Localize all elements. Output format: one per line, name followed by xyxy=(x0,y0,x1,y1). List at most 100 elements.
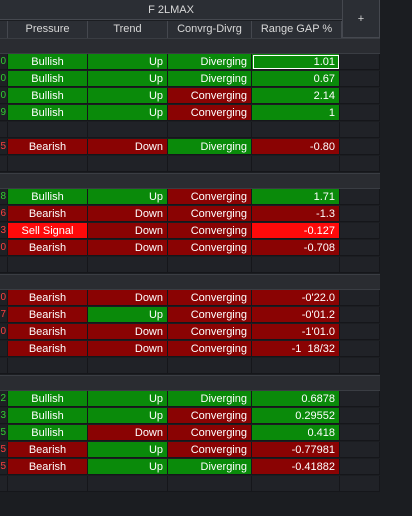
gap-cell[interactable]: 1.71 xyxy=(252,189,340,205)
header-range-gap[interactable]: Range GAP % xyxy=(252,21,342,38)
blank-row[interactable] xyxy=(0,156,380,172)
convrg-cell[interactable]: Converging xyxy=(168,189,252,205)
trend-cell[interactable]: Up xyxy=(88,442,168,458)
blank-row[interactable] xyxy=(0,257,380,273)
gap-cell[interactable]: 0.6878 xyxy=(252,391,340,407)
convrg-cell[interactable]: Converging xyxy=(168,290,252,306)
convrg-cell[interactable]: Diverging xyxy=(168,391,252,407)
gap-cell[interactable]: -0.41882 xyxy=(252,459,340,475)
trend-cell[interactable]: Up xyxy=(88,88,168,104)
pressure-cell[interactable]: Bullish xyxy=(8,408,88,424)
convrg-cell[interactable] xyxy=(168,257,252,273)
gap-cell[interactable]: -1'01.0 xyxy=(252,324,340,340)
table-row[interactable]: 8 Bullish Up Converging 1.71 xyxy=(0,189,380,205)
trend-cell[interactable]: Down xyxy=(88,139,168,155)
trend-cell[interactable]: Down xyxy=(88,290,168,306)
gap-cell[interactable]: -1 18/32 xyxy=(252,341,340,357)
pressure-cell[interactable]: Bullish xyxy=(8,391,88,407)
pressure-cell[interactable]: Bullish xyxy=(8,105,88,121)
trend-cell[interactable]: Up xyxy=(88,391,168,407)
table-row[interactable]: 3 Sell Signal Down Converging -0.127 xyxy=(0,223,380,239)
gap-cell[interactable]: -0'22.0 xyxy=(252,290,340,306)
table-row[interactable]: 5 Bearish Down Diverging -0.80 xyxy=(0,139,380,155)
pressure-cell[interactable]: Bullish xyxy=(8,54,88,70)
trend-cell[interactable]: Up xyxy=(88,71,168,87)
header-pressure[interactable]: Pressure xyxy=(8,21,88,38)
pressure-cell[interactable]: Bearish xyxy=(8,341,88,357)
gap-cell[interactable] xyxy=(252,476,340,492)
trend-cell[interactable]: Up xyxy=(88,105,168,121)
trend-cell[interactable] xyxy=(88,122,168,138)
blank-row[interactable] xyxy=(0,122,380,138)
gap-cell[interactable]: -1.3 xyxy=(252,206,340,222)
table-row[interactable]: 9 Bullish Up Converging 1 xyxy=(0,105,380,121)
pressure-cell[interactable] xyxy=(8,122,88,138)
table-row[interactable]: 0 Bullish Up Diverging 0.67 xyxy=(0,71,380,87)
convrg-cell[interactable]: Converging xyxy=(168,88,252,104)
trend-cell[interactable]: Down xyxy=(88,324,168,340)
convrg-cell[interactable]: Converging xyxy=(168,105,252,121)
table-row[interactable]: 2 Bullish Up Diverging 0.6878 xyxy=(0,391,380,407)
gap-cell[interactable]: -0.708 xyxy=(252,240,340,256)
gap-cell[interactable]: -0'01.2 xyxy=(252,307,340,323)
trend-cell[interactable] xyxy=(88,156,168,172)
table-row[interactable]: 0 Bullish Up Converging 2.14 xyxy=(0,88,380,104)
convrg-cell[interactable]: Converging xyxy=(168,341,252,357)
table-row[interactable]: 5 Bullish Down Converging 0.418 xyxy=(0,425,380,441)
gap-cell[interactable] xyxy=(252,358,340,374)
convrg-cell[interactable]: Diverging xyxy=(168,71,252,87)
pressure-cell[interactable]: Bearish xyxy=(8,442,88,458)
header-convrg-divrg[interactable]: Convrg-Divrg xyxy=(168,21,252,38)
convrg-cell[interactable]: Converging xyxy=(168,425,252,441)
table-row[interactable]: 0 Bearish Down Converging -1'01.0 xyxy=(0,324,380,340)
pressure-cell[interactable]: Bearish xyxy=(8,139,88,155)
trend-cell[interactable]: Down xyxy=(88,425,168,441)
table-row[interactable]: Bearish Down Converging -1 18/32 xyxy=(0,341,380,357)
pressure-cell[interactable] xyxy=(8,476,88,492)
trend-cell[interactable]: Down xyxy=(88,206,168,222)
pressure-cell[interactable]: Bearish xyxy=(8,459,88,475)
gap-cell[interactable] xyxy=(252,122,340,138)
blank-row[interactable] xyxy=(0,476,380,492)
convrg-cell[interactable]: Converging xyxy=(168,223,252,239)
convrg-cell[interactable]: Diverging xyxy=(168,54,252,70)
trend-cell[interactable] xyxy=(88,476,168,492)
convrg-cell[interactable]: Diverging xyxy=(168,459,252,475)
convrg-cell[interactable] xyxy=(168,358,252,374)
blank-row[interactable] xyxy=(0,358,380,374)
pressure-cell[interactable]: Bullish xyxy=(8,189,88,205)
header-trend[interactable]: Trend xyxy=(88,21,168,38)
gap-cell[interactable]: 0.67 xyxy=(252,71,340,87)
pressure-cell[interactable]: Bearish xyxy=(8,290,88,306)
pressure-cell[interactable]: Sell Signal xyxy=(8,223,88,239)
pressure-cell[interactable]: Bullish xyxy=(8,425,88,441)
trend-cell[interactable]: Up xyxy=(88,189,168,205)
gap-cell[interactable]: -0.77981 xyxy=(252,442,340,458)
pressure-cell[interactable]: Bearish xyxy=(8,324,88,340)
table-row[interactable]: 3 Bullish Up Converging 0.29552 xyxy=(0,408,380,424)
trend-cell[interactable] xyxy=(88,257,168,273)
convrg-cell[interactable]: Converging xyxy=(168,240,252,256)
gap-cell[interactable]: -0.127 xyxy=(252,223,340,239)
table-row[interactable]: 0 Bearish Down Converging -0'22.0 xyxy=(0,290,380,306)
gap-cell[interactable]: 2.14 xyxy=(252,88,340,104)
convrg-cell[interactable]: Converging xyxy=(168,206,252,222)
convrg-cell[interactable]: Converging xyxy=(168,324,252,340)
pressure-cell[interactable] xyxy=(8,156,88,172)
pressure-cell[interactable]: Bearish xyxy=(8,307,88,323)
table-row[interactable]: 6 Bearish Down Converging -1.3 xyxy=(0,206,380,222)
trend-cell[interactable]: Up xyxy=(88,459,168,475)
convrg-cell[interactable] xyxy=(168,156,252,172)
pressure-cell[interactable]: Bearish xyxy=(8,206,88,222)
trend-cell[interactable]: Up xyxy=(88,307,168,323)
gap-cell[interactable]: 0.29552 xyxy=(252,408,340,424)
convrg-cell[interactable]: Converging xyxy=(168,408,252,424)
convrg-cell[interactable]: Converging xyxy=(168,442,252,458)
trend-cell[interactable] xyxy=(88,358,168,374)
pressure-cell[interactable] xyxy=(8,257,88,273)
table-row[interactable]: 0 Bullish Up Diverging 1.01 xyxy=(0,54,380,70)
gap-cell[interactable]: 1.01 xyxy=(252,54,340,70)
convrg-cell[interactable] xyxy=(168,122,252,138)
gap-cell[interactable] xyxy=(252,257,340,273)
trend-cell[interactable]: Down xyxy=(88,223,168,239)
